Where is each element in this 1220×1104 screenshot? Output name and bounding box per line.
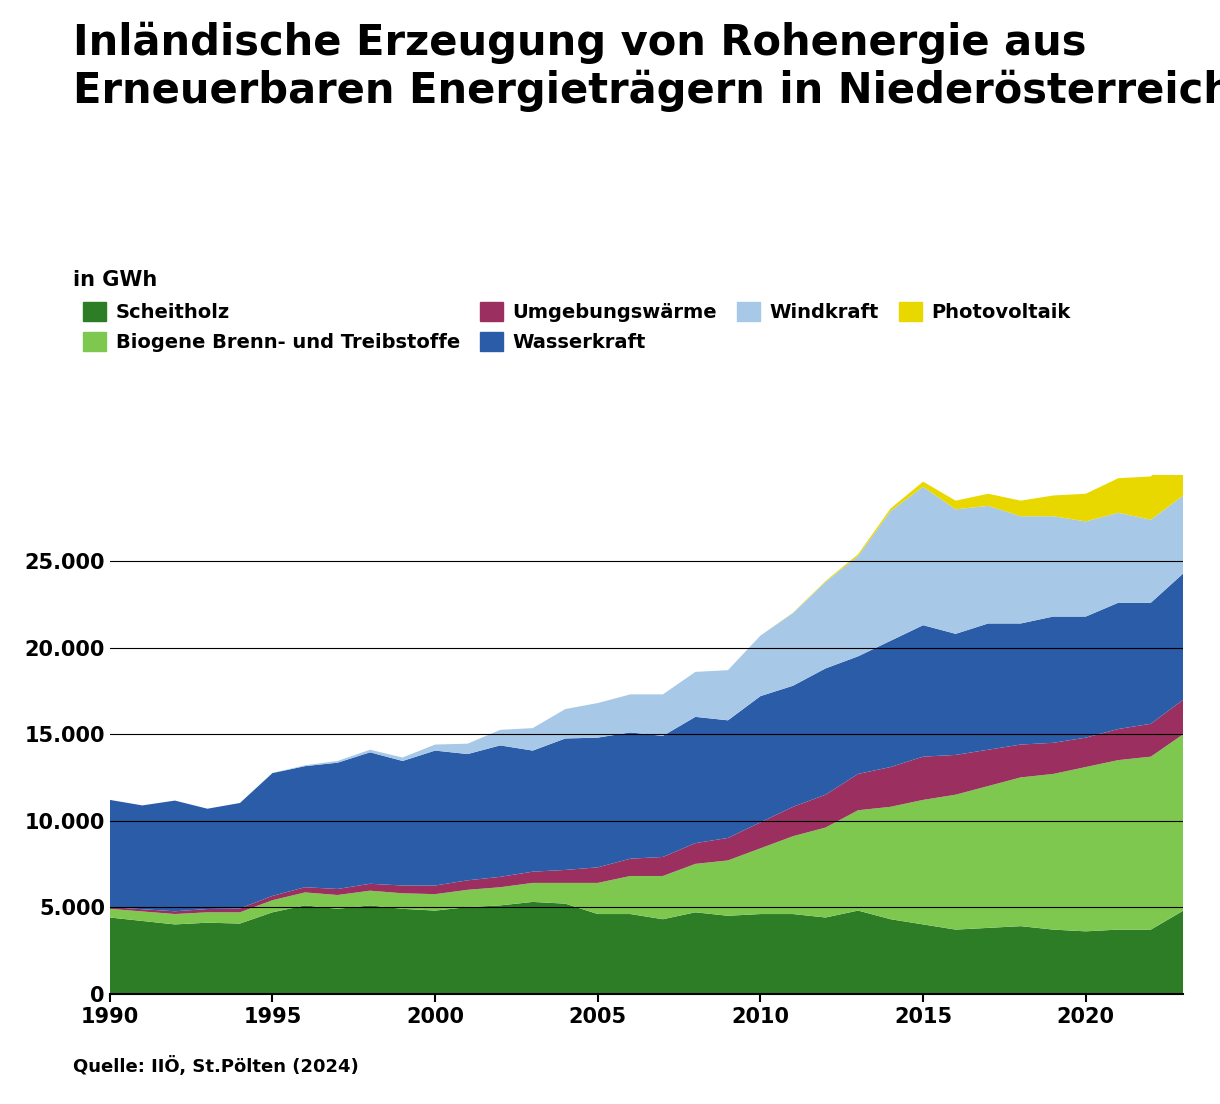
Legend: Scheitholz, Biogene Brenn- und Treibstoffe, Umgebungswärme, Wasserkraft, Windkra: Scheitholz, Biogene Brenn- und Treibstof…: [83, 302, 1071, 352]
Text: Quelle: IIÖ, St.Pölten (2024): Quelle: IIÖ, St.Pölten (2024): [73, 1057, 359, 1076]
Text: in GWh: in GWh: [73, 270, 157, 290]
Text: Inländische Erzeugung von Rohenergie aus
Erneuerbaren Energieträgern in Niederös: Inländische Erzeugung von Rohenergie aus…: [73, 22, 1220, 112]
